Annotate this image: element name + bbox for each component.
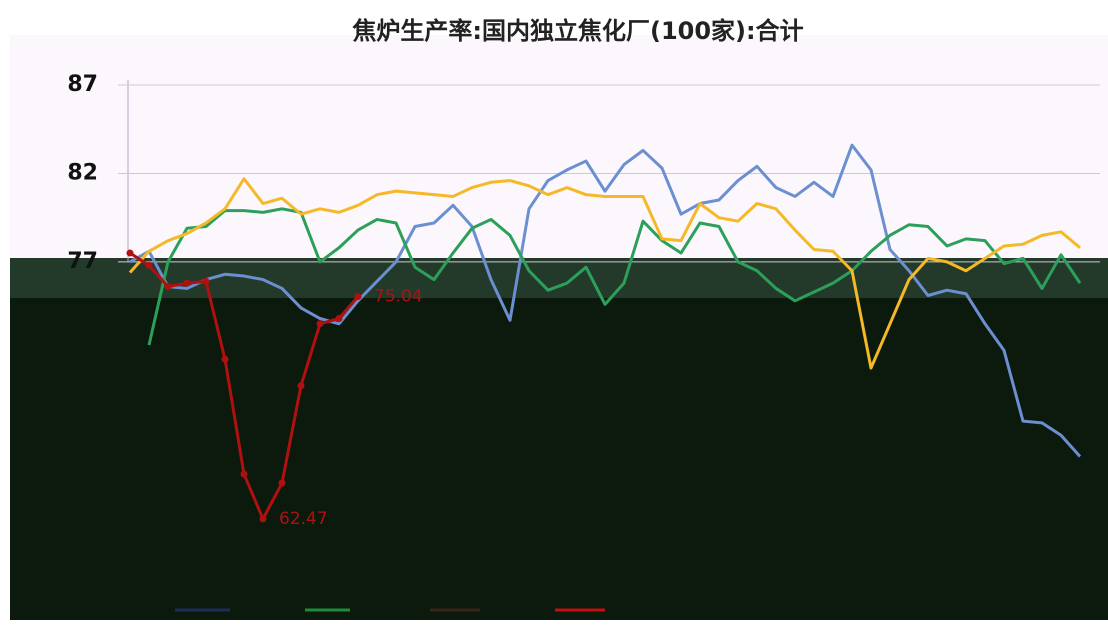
- chart-title: 焦炉生产率:国内独立焦化厂(100家):合计: [352, 17, 803, 45]
- screen-artifact-band: [10, 258, 1108, 300]
- point: [297, 382, 305, 390]
- data-label: 75.04: [374, 287, 423, 307]
- point: [164, 283, 172, 291]
- y-tick-label: 77: [67, 249, 98, 274]
- point: [278, 479, 286, 487]
- screen-artifact-area: [10, 298, 1108, 620]
- plot-background: [10, 35, 1108, 260]
- point: [202, 277, 210, 285]
- point: [126, 249, 134, 257]
- lines: 75.04 62.47: [126, 143, 1082, 529]
- point: [183, 279, 191, 287]
- point: [221, 355, 229, 363]
- point: [354, 293, 362, 301]
- point: [240, 470, 248, 478]
- point: [316, 320, 324, 328]
- series-line: [129, 143, 1082, 458]
- data-label: 62.47: [279, 509, 328, 529]
- point: [145, 261, 153, 269]
- y-tick-label: 82: [67, 160, 98, 185]
- y-tick-label: 87: [67, 72, 98, 97]
- point: [259, 515, 267, 523]
- point: [335, 315, 343, 323]
- series-line: [128, 177, 1081, 370]
- grid: 87 82 77: [67, 72, 1100, 274]
- series-line: [147, 207, 1082, 346]
